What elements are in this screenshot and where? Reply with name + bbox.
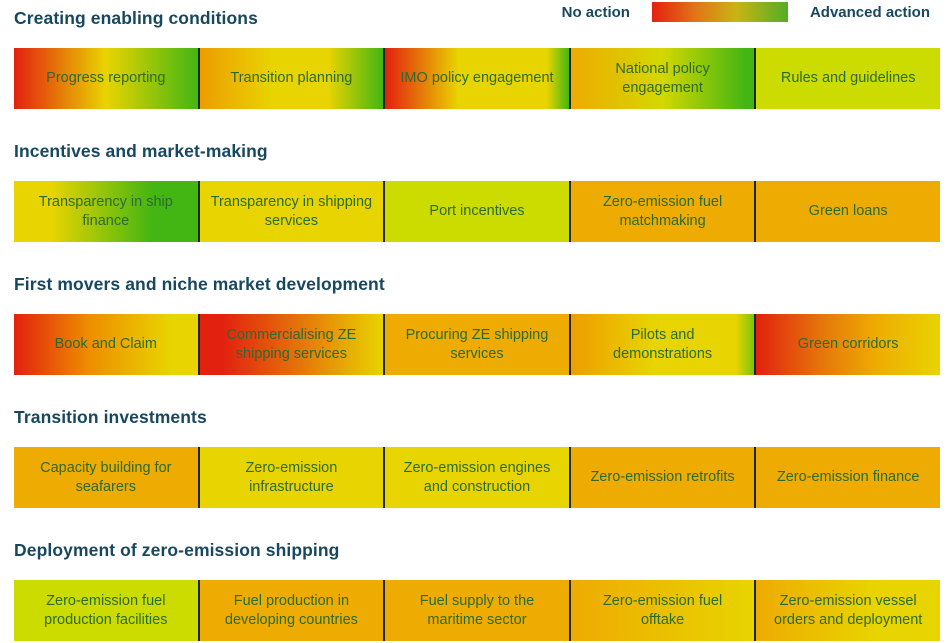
heatmap-cell: Transparency in ship finance [14,181,198,242]
cell-label: Zero-emission engines and construction [403,459,551,495]
heatmap-cell: Transition planning [197,48,384,109]
heatmap-cell: Fuel supply to the maritime sector [383,580,569,641]
section-4: Transition investments Capacity building … [14,407,940,508]
legend: No action Advanced action [562,2,930,22]
heatmap-cell: Book and Claim [14,314,198,375]
cell-label: Rules and guidelines [780,70,916,87]
cell-label: Zero-emission retrofits [590,469,735,486]
heatmap-cell: Zero-emission finance [754,447,940,508]
cell-label: Green corridors [797,336,899,353]
legend-no-action-label: No action [561,3,630,21]
heatmap-cell: Zero-emission retrofits [568,447,755,508]
cell-label: Port incentives [429,203,525,220]
heatmap-cell: Zero-emission fuel offtake [568,580,755,641]
heatmap-cell: Commercialising ZE shipping services [197,314,384,375]
heatmap-cell: Zero-emission fuel production facilities [14,580,198,641]
cell-label: Zero-emission fuel production facilities [44,592,168,628]
cell-label: IMO policy engagement [400,70,554,87]
cell-label: Zero-emission finance [776,469,920,486]
cell-label: Zero-emission vessel orders and deployme… [774,592,923,628]
legend-advanced-action-label: Advanced action [809,3,930,21]
cell-label: National policy engagement [615,60,710,96]
cell-label: Transition planning [230,70,353,87]
heatmap-cell: Pilots and demonstrations [568,314,755,375]
section-title: Transition investments [14,407,207,427]
heatmap-row: Transparency in ship finance Transparency… [14,181,940,242]
heatmap-row: Capacity building for seafarers Zero-emis… [14,447,940,508]
cell-label: Transparency in ship finance [38,193,173,229]
cell-label: Commercialising ZE shipping services [226,326,357,362]
heatmap-cell: Rules and guidelines [754,48,940,109]
section-title: Deployment of zero-emission shipping [14,540,340,560]
cell-label: Zero-emission fuel offtake [602,592,723,628]
legend-gradient-bar [651,2,788,22]
cell-label: Pilots and demonstrations [613,326,713,362]
heatmap-cell: Progress reporting [14,48,198,109]
section-5: Deployment of zero-emission shipping Zero… [14,540,940,641]
heatmap-cell: Zero-emission engines and construction [383,447,569,508]
heatmap-cell: National policy engagement [568,48,755,109]
section-title: Creating enabling conditions [14,8,258,28]
heatmap-row: Zero-emission fuel production facilities… [14,580,940,641]
heatmap-cell: Capacity building for seafarers [14,447,198,508]
section-2: Incentives and market-making Transparency… [14,141,940,242]
heatmap-cell: Zero-emission infrastructure [197,447,384,508]
cell-label: Zero-emission fuel matchmaking [602,193,723,229]
heatmap-cell: Green loans [754,181,940,242]
cell-label: Capacity building for seafarers [40,459,172,495]
heatmap-cell: Transparency in shipping services [197,181,384,242]
cell-label: Procuring ZE shipping services [405,326,549,362]
heatmap-row: Progress reporting Transition planning IMO… [14,48,940,109]
heatmap-cell: IMO policy engagement [383,48,569,109]
heatmap-row: Book and Claim Commercialising ZE shippin… [14,314,940,375]
section-1: Creating enabling conditions Progress rep… [14,0,940,109]
cell-label: Fuel production in developing countries [224,592,358,628]
cell-label: Progress reporting [46,70,166,87]
heatmap-cell: Zero-emission fuel matchmaking [568,181,755,242]
cell-label: Zero-emission infrastructure [245,459,338,495]
heatmap-cell: Green corridors [754,314,940,375]
cell-label: Fuel supply to the maritime sector [419,592,535,628]
section-3: First movers and niche market developmen… [14,274,940,375]
heatmap-cell: Fuel production in developing countries [197,580,384,641]
heatmap-cell: Zero-emission vessel orders and deployme… [754,580,940,641]
cell-label: Book and Claim [54,336,157,353]
heatmap-cell: Procuring ZE shipping services [383,314,569,375]
section-title: Incentives and market-making [14,141,268,161]
cell-label: Green loans [808,203,888,220]
heatmap-cell: Port incentives [383,181,569,242]
cell-label: Transparency in shipping services [210,193,373,229]
section-title: First movers and niche market developmen… [14,274,385,294]
